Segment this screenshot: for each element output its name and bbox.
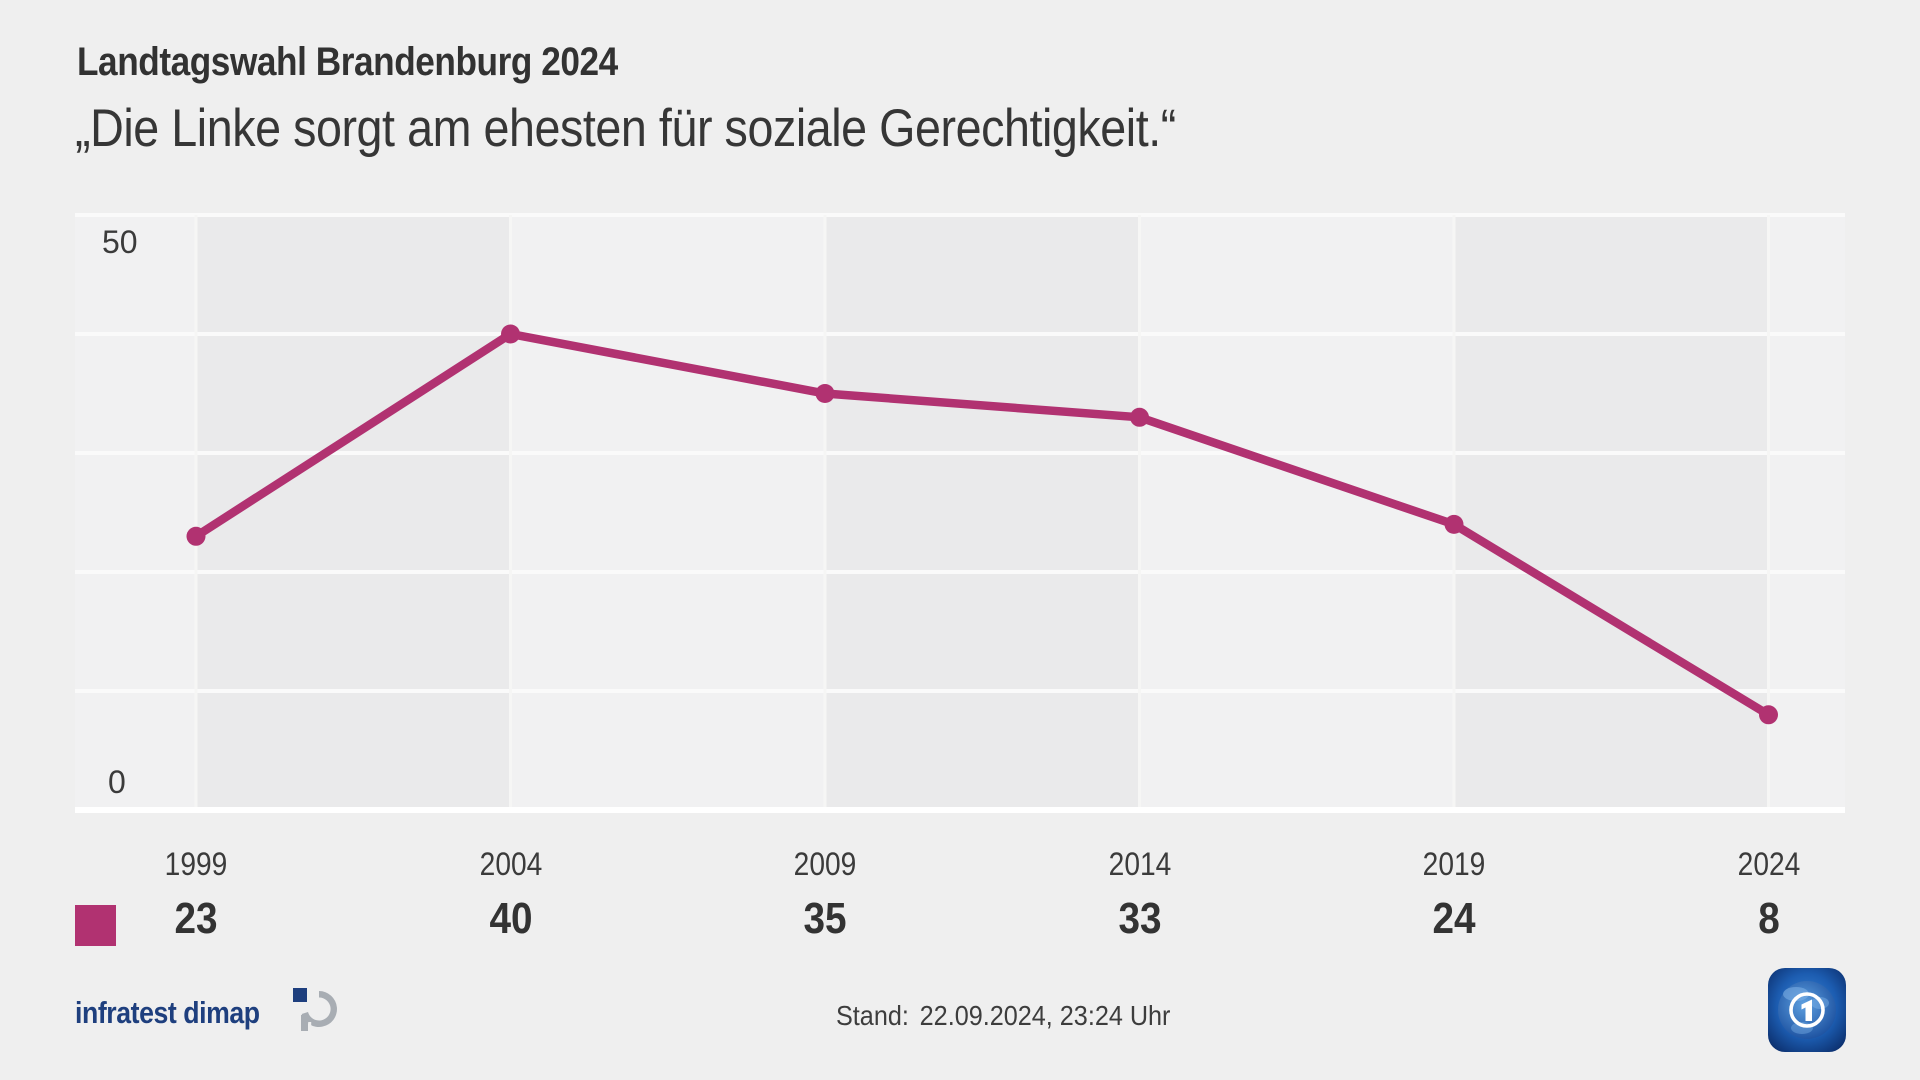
stand-value: 22.09.2024, 23:24 Uhr	[919, 1000, 1171, 1031]
y-axis-tick-0: 0	[108, 764, 126, 800]
value-label: 35	[801, 894, 850, 944]
x-axis-label-text: 2024	[1737, 846, 1800, 882]
infratest-dimap-wordmark: infratest dimap	[75, 995, 260, 1030]
value-label-text: 40	[488, 894, 533, 943]
x-axis-label-text: 2014	[1108, 846, 1171, 882]
infratest-dimap-logo: infratest dimap	[75, 988, 342, 1036]
x-axis-label: 2009	[789, 846, 860, 883]
value-label-text: 33	[1117, 894, 1162, 943]
x-axis-label: 1999	[160, 846, 231, 883]
stand-timestamp: Stand: 22.09.2024, 23:24 Uhr	[836, 1000, 1170, 1032]
y-axis-tick-50: 50	[102, 224, 138, 260]
x-axis-label-text: 2004	[479, 846, 542, 882]
value-label: 33	[1115, 894, 1164, 944]
ard-tagesschau-icon	[1768, 968, 1846, 1052]
value-label: 24	[1430, 894, 1479, 944]
x-axis-label: 2019	[1418, 846, 1489, 883]
stand-label: Stand:	[836, 1000, 909, 1031]
value-label: 40	[486, 894, 535, 944]
x-axis-label: 2014	[1104, 846, 1175, 883]
x-axis-label-text: 1999	[164, 846, 228, 882]
legend-swatch	[75, 905, 116, 946]
value-label-text: 35	[803, 894, 847, 943]
value-label: 23	[172, 894, 221, 944]
x-axis-label-text: 2009	[793, 846, 857, 882]
page-title: Landtagswahl Brandenburg 2024	[77, 40, 618, 84]
value-label-text: 24	[1432, 894, 1476, 943]
x-axis-label-text: 2019	[1422, 846, 1486, 882]
infratest-dimap-icon	[292, 988, 337, 1034]
value-label-text: 23	[174, 894, 218, 943]
page-subtitle: „Die Linke sorgt am ehesten für soziale …	[75, 99, 1176, 158]
x-axis-label: 2004	[475, 846, 546, 883]
value-label-text: 8	[1757, 894, 1780, 943]
value-label: 8	[1756, 894, 1780, 944]
x-axis-label: 2024	[1733, 846, 1804, 883]
